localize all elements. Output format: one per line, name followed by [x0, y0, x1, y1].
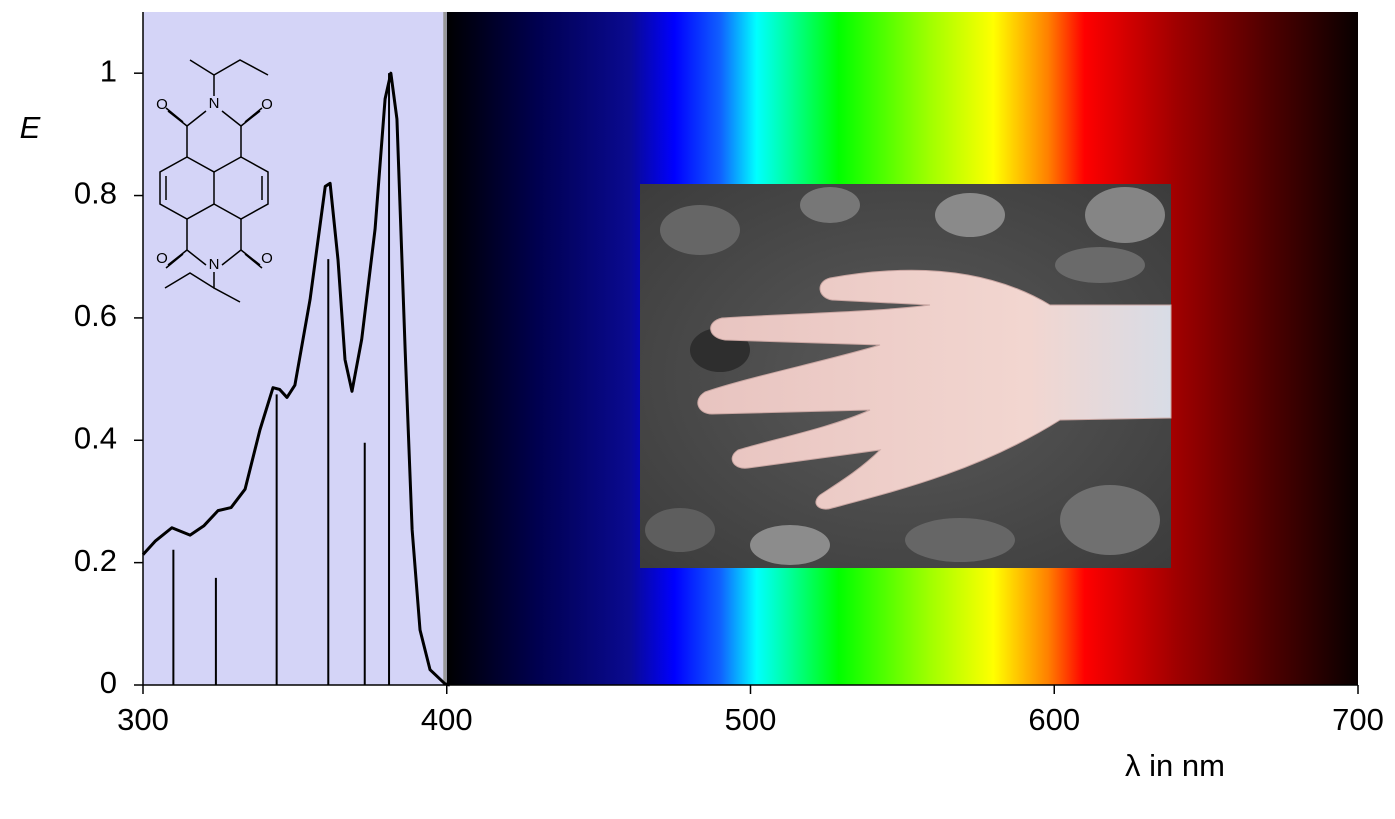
y-axis-label: E — [20, 110, 41, 145]
x-tick-label: 400 — [421, 702, 473, 737]
x-tick-label: 500 — [725, 702, 777, 737]
x-tick-label: 600 — [1028, 702, 1080, 737]
x-axis-label: λ in nm — [1125, 748, 1225, 783]
x-tick-label: 300 — [117, 702, 169, 737]
atom-label: N — [209, 95, 220, 112]
y-tick-label: 0.8 — [74, 176, 117, 211]
chart: O N O O N O E λ in nm 0 0.2 0.4 0.6 0.8 1 300 4… — [0, 0, 1395, 814]
atom-label: O — [156, 96, 168, 113]
y-tick-label: 0.2 — [74, 543, 117, 578]
x-tick-label: 700 — [1332, 702, 1384, 737]
y-tick-label: 0.4 — [74, 420, 117, 455]
atom-label: O — [156, 250, 168, 267]
shaded-region — [143, 12, 447, 685]
atom-label: N — [209, 256, 220, 273]
photo — [640, 184, 1171, 568]
y-tick-label: 0.6 — [74, 298, 117, 333]
atom-label: O — [261, 96, 273, 113]
y-tick-label: 0 — [100, 665, 117, 700]
atom-label: O — [261, 250, 273, 267]
y-tick-label: 1 — [100, 53, 117, 88]
